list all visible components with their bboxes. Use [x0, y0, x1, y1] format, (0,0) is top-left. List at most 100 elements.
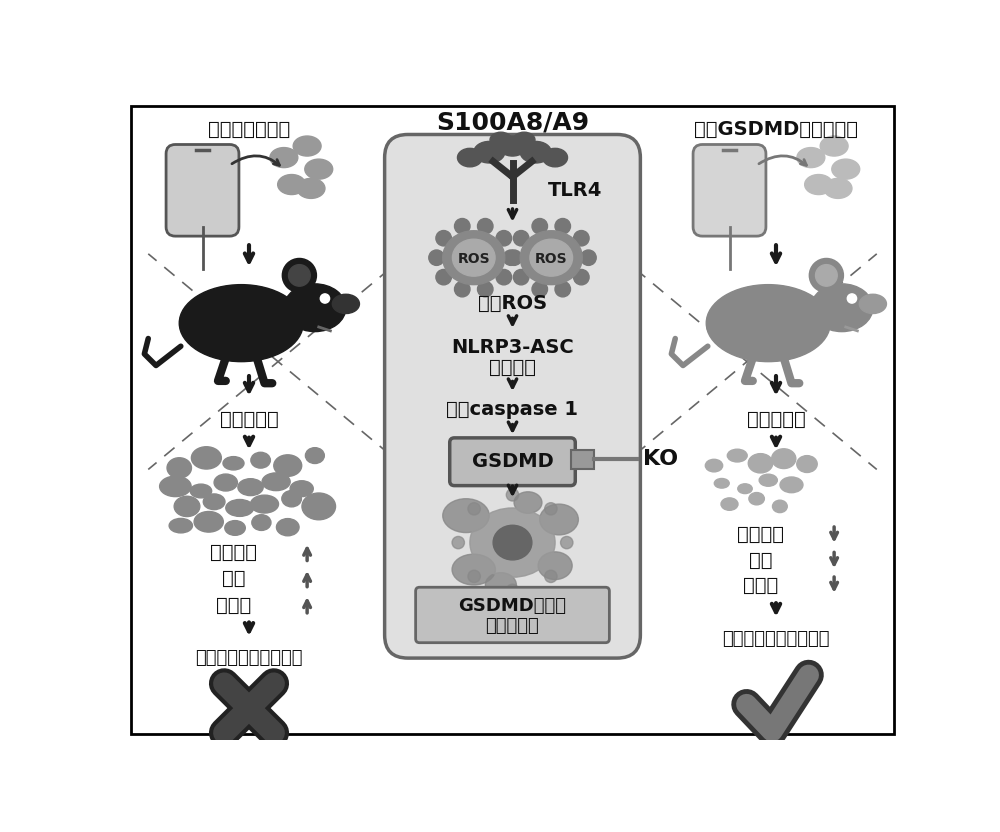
Text: 严重脓毒症: 严重脓毒症	[220, 410, 278, 428]
Ellipse shape	[302, 493, 336, 520]
Text: 炎性小体: 炎性小体	[489, 359, 536, 377]
Ellipse shape	[305, 159, 333, 179]
Circle shape	[847, 294, 857, 303]
Ellipse shape	[282, 491, 301, 507]
Text: GSDMD: GSDMD	[472, 453, 553, 471]
Circle shape	[320, 294, 330, 303]
Text: 血小板焦亡: 血小板焦亡	[486, 617, 539, 635]
Ellipse shape	[706, 285, 830, 362]
Circle shape	[561, 537, 573, 549]
Ellipse shape	[169, 518, 192, 532]
Circle shape	[436, 230, 451, 246]
Ellipse shape	[203, 494, 225, 510]
Text: 出血: 出血	[222, 569, 245, 588]
Ellipse shape	[543, 148, 568, 167]
Ellipse shape	[738, 483, 752, 493]
Circle shape	[574, 230, 589, 246]
Ellipse shape	[250, 495, 279, 513]
Ellipse shape	[226, 499, 254, 517]
Ellipse shape	[474, 141, 505, 163]
Circle shape	[282, 259, 316, 292]
Text: 加剧炎症和增加存活率: 加剧炎症和增加存活率	[195, 649, 303, 667]
Ellipse shape	[470, 508, 555, 577]
Ellipse shape	[805, 175, 833, 195]
Text: 输注正常血小板: 输注正常血小板	[208, 120, 290, 139]
Ellipse shape	[278, 175, 306, 195]
Ellipse shape	[452, 240, 495, 276]
Ellipse shape	[811, 284, 873, 332]
Circle shape	[545, 570, 557, 582]
Ellipse shape	[251, 453, 270, 468]
Ellipse shape	[305, 448, 324, 463]
Ellipse shape	[514, 492, 542, 513]
Ellipse shape	[759, 474, 777, 486]
Ellipse shape	[238, 478, 263, 496]
Text: 死亡率: 死亡率	[216, 596, 251, 615]
Ellipse shape	[749, 493, 764, 505]
Circle shape	[816, 265, 837, 286]
Ellipse shape	[252, 515, 271, 531]
Ellipse shape	[721, 498, 738, 510]
Ellipse shape	[274, 455, 302, 477]
Ellipse shape	[443, 230, 505, 285]
Ellipse shape	[293, 136, 321, 156]
Ellipse shape	[160, 476, 191, 497]
Ellipse shape	[499, 136, 526, 156]
Circle shape	[545, 503, 557, 515]
Ellipse shape	[191, 447, 221, 469]
Ellipse shape	[452, 554, 495, 585]
Ellipse shape	[223, 457, 244, 470]
Circle shape	[496, 270, 512, 285]
Ellipse shape	[332, 295, 359, 314]
Text: 改善炎症并提高生存率: 改善炎症并提高生存率	[722, 630, 830, 648]
Circle shape	[555, 219, 570, 234]
Circle shape	[429, 250, 444, 265]
Circle shape	[496, 230, 512, 246]
Ellipse shape	[538, 552, 572, 580]
Text: 增加ROS: 增加ROS	[478, 295, 547, 314]
Ellipse shape	[705, 459, 723, 472]
Ellipse shape	[262, 473, 290, 491]
FancyBboxPatch shape	[693, 145, 766, 236]
Text: 死亡率: 死亡率	[743, 576, 778, 594]
Ellipse shape	[820, 136, 848, 156]
Circle shape	[506, 584, 519, 597]
Ellipse shape	[270, 147, 298, 167]
Text: KO: KO	[643, 449, 678, 469]
Ellipse shape	[520, 230, 582, 285]
Text: NLRP3-ASC: NLRP3-ASC	[451, 339, 574, 357]
Circle shape	[574, 270, 589, 285]
Circle shape	[506, 250, 522, 265]
Ellipse shape	[772, 500, 787, 513]
Ellipse shape	[214, 474, 237, 491]
Circle shape	[581, 250, 596, 265]
Ellipse shape	[485, 572, 516, 597]
Ellipse shape	[748, 453, 773, 473]
Circle shape	[532, 281, 548, 297]
Ellipse shape	[780, 477, 803, 493]
Ellipse shape	[859, 295, 886, 314]
Circle shape	[506, 488, 519, 501]
Circle shape	[809, 259, 843, 292]
Ellipse shape	[513, 132, 535, 147]
Ellipse shape	[276, 518, 299, 536]
Text: 严重脓毒症: 严重脓毒症	[747, 410, 805, 428]
Ellipse shape	[540, 504, 578, 535]
FancyBboxPatch shape	[416, 587, 609, 642]
Ellipse shape	[832, 159, 860, 179]
Text: S100A8/A9: S100A8/A9	[436, 111, 589, 135]
Circle shape	[555, 281, 570, 297]
Ellipse shape	[225, 521, 245, 535]
Circle shape	[513, 270, 529, 285]
Ellipse shape	[284, 284, 346, 332]
Ellipse shape	[493, 525, 532, 560]
Text: 出血: 出血	[749, 551, 772, 570]
Ellipse shape	[520, 141, 551, 163]
Text: GSDMD依赖性: GSDMD依赖性	[458, 597, 566, 615]
Circle shape	[468, 503, 480, 515]
Ellipse shape	[174, 496, 200, 517]
Circle shape	[455, 219, 470, 234]
Bar	[571, 450, 594, 469]
Circle shape	[513, 230, 529, 246]
Ellipse shape	[530, 240, 573, 276]
